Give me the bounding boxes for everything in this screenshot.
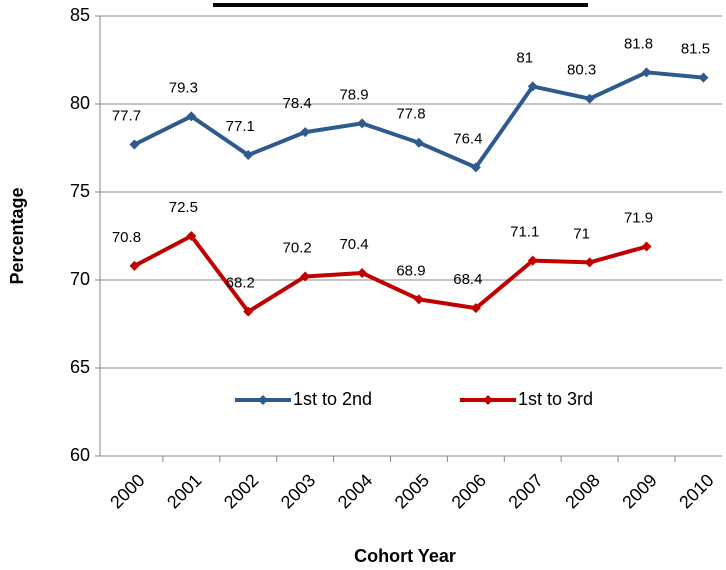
data-label: 81 (516, 49, 533, 66)
data-label: 68.2 (226, 275, 255, 292)
data-label: 70.4 (339, 236, 368, 253)
data-label: 68.9 (396, 262, 425, 279)
data-label: 68.4 (453, 271, 482, 288)
legend-label: 1st to 2nd (293, 389, 372, 409)
point (527, 81, 538, 92)
data-label: 80.3 (567, 62, 596, 79)
point (584, 257, 595, 268)
point (186, 231, 197, 241)
legend-label: 1st to 3rd (518, 389, 593, 409)
legend-marker (483, 395, 493, 405)
data-label: 78.4 (283, 95, 312, 112)
point (300, 127, 311, 138)
data-label: 78.9 (339, 86, 368, 103)
y-tick-label: 60 (70, 445, 90, 465)
x-tick-label: 2008 (561, 470, 603, 512)
y-axis-title: Percentage (7, 187, 27, 284)
x-tick-label: 2001 (163, 470, 205, 512)
x-tick-label: 2006 (448, 470, 490, 512)
legend-marker (258, 395, 268, 405)
data-label: 77.8 (396, 106, 425, 123)
point (470, 303, 481, 314)
data-label: 71 (573, 225, 590, 242)
point (641, 67, 652, 78)
data-label: 70.8 (112, 229, 141, 246)
point (470, 162, 481, 173)
x-tick-label: 2009 (618, 470, 660, 512)
point (641, 241, 652, 252)
x-tick-label: 2007 (504, 470, 546, 512)
point (300, 271, 311, 282)
y-tick-label: 65 (70, 357, 90, 377)
data-label: 72.5 (169, 199, 198, 216)
data-label: 77.1 (226, 118, 255, 135)
point (413, 137, 424, 148)
data-label: 81.5 (681, 41, 710, 58)
series-line (133, 234, 648, 314)
x-tick-label: 2010 (675, 470, 717, 512)
point (584, 93, 595, 104)
y-tick-label: 80 (70, 93, 90, 113)
x-tick-label: 2000 (106, 470, 148, 512)
data-label: 71.9 (624, 210, 653, 227)
y-tick-label: 85 (70, 5, 90, 25)
x-axis-title: Cohort Year (354, 546, 456, 566)
point (698, 72, 709, 83)
point (129, 139, 140, 150)
y-tick-label: 70 (70, 269, 90, 289)
point (357, 267, 368, 278)
data-label: 81.8 (624, 35, 653, 52)
data-label: 79.3 (169, 79, 198, 96)
data-label: 77.7 (112, 107, 141, 124)
data-label: 76.4 (453, 130, 482, 147)
x-tick-label: 2004 (334, 470, 376, 512)
point (243, 150, 254, 161)
data-label: 70.2 (283, 239, 312, 256)
x-tick-label: 2005 (391, 470, 433, 512)
point (413, 294, 424, 305)
point (527, 255, 538, 266)
point (186, 111, 197, 122)
x-tick-label: 2002 (220, 470, 262, 512)
data-label: 71.1 (510, 224, 539, 241)
point (243, 306, 254, 317)
point (129, 260, 140, 271)
y-tick-label: 75 (70, 181, 90, 201)
point (357, 118, 368, 129)
x-tick-label: 2003 (277, 470, 319, 512)
